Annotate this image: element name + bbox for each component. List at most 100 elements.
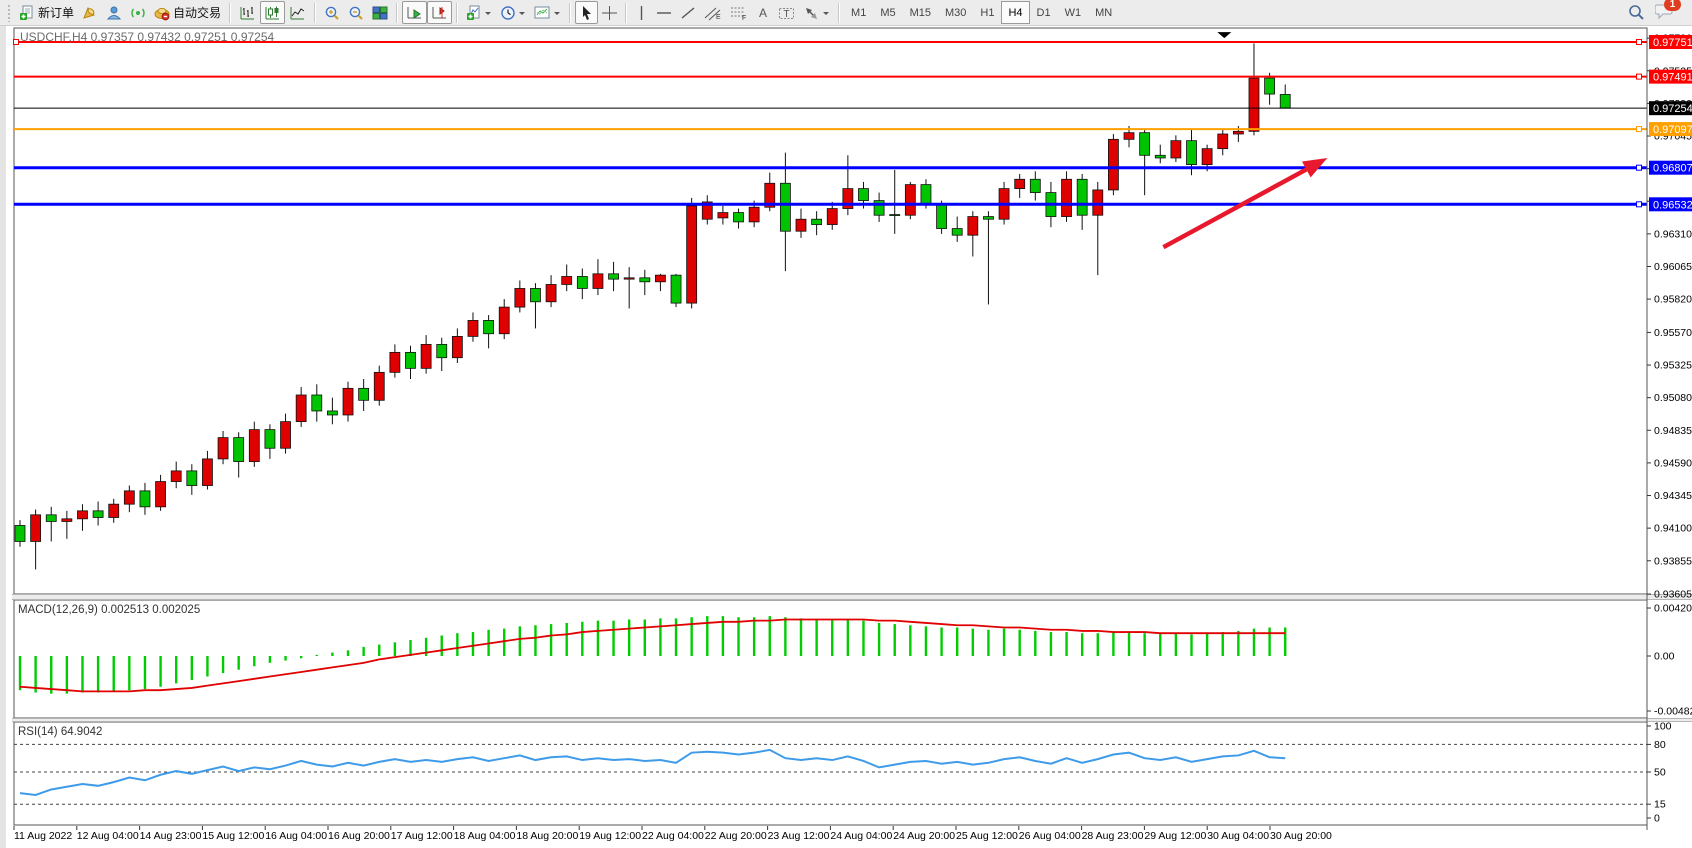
clock-icon (501, 5, 515, 20)
text-icon: A (759, 6, 767, 20)
new-order-button[interactable]: 新订单 (15, 1, 78, 24)
notification-badge: 1 (1664, 0, 1681, 11)
hline-0.96807[interactable] (14, 164, 1647, 171)
horizontal-line-button[interactable] (652, 1, 676, 24)
timeframe-w1[interactable]: W1 (1064, 6, 1082, 19)
toolbar-grip[interactable] (7, 3, 12, 22)
candle (467, 320, 479, 337)
hline-0.96532[interactable] (14, 201, 1647, 208)
pane-separator[interactable] (12, 594, 1692, 600)
hline-0.97751[interactable] (13, 38, 1648, 45)
bar-chart-button[interactable] (235, 1, 260, 24)
template-icon (534, 6, 550, 18)
fibonacci-button[interactable]: F (726, 1, 752, 24)
price-tick-label: 0.94835 (1654, 425, 1692, 437)
megaphone-button[interactable] (78, 1, 102, 24)
chart-shift-button[interactable] (427, 1, 453, 24)
candle (670, 274, 682, 304)
signal-button[interactable] (126, 1, 150, 24)
auto-scroll-button[interactable] (402, 1, 428, 24)
zoom-out-button[interactable] (344, 1, 368, 24)
chevron-down-icon (823, 11, 830, 15)
candle (1248, 77, 1260, 132)
trendline-button[interactable] (676, 1, 700, 24)
chart-canvas[interactable]: USDCHF,H4 0.97357 0.97432 0.97251 0.9725… (6, 26, 1692, 848)
time-label: 11 Aug 2022 (14, 830, 72, 842)
templates-button[interactable] (530, 1, 565, 24)
price-flag-box (1649, 101, 1692, 116)
candle (608, 273, 619, 280)
svg-text:E: E (716, 14, 721, 21)
timeframe-mn[interactable]: MN (1095, 6, 1113, 19)
triangle-marker[interactable] (1217, 32, 1232, 39)
candle (123, 490, 135, 505)
megaphone-icon (83, 6, 95, 19)
timeframe-m1[interactable]: M1 (851, 6, 867, 19)
hline-handle[interactable] (1636, 164, 1642, 171)
pane-separator-bar[interactable] (12, 718, 1692, 722)
fibonacci-icon: F (731, 7, 746, 21)
candle (264, 429, 276, 449)
tile-windows-button[interactable] (368, 1, 392, 24)
line-chart-button[interactable] (285, 1, 310, 24)
candle (951, 228, 963, 236)
text-button[interactable]: A (752, 1, 774, 24)
pane-separator-bar[interactable] (12, 594, 1692, 600)
crosshair-button[interactable] (598, 1, 621, 24)
chart-shift-icon (432, 6, 447, 18)
candlestick-chart-button[interactable] (260, 1, 286, 24)
hline-handle[interactable] (1636, 126, 1642, 133)
candle (108, 503, 120, 518)
candle (514, 288, 526, 308)
rsi-axis-label: 50 (1654, 767, 1666, 779)
macd-axis-min: -0.004823 (1654, 705, 1692, 717)
trend-arrow[interactable] (1162, 157, 1328, 250)
time-label: 16 Aug 20:00 (328, 830, 390, 842)
zoom-out-icon (349, 6, 363, 20)
toolbar-separator (838, 2, 841, 23)
rsi-axis-label: 0 (1654, 813, 1660, 825)
candle (1014, 178, 1026, 189)
channel-button[interactable]: E (700, 1, 726, 24)
autotrade-button[interactable]: 自动交易 (150, 1, 225, 24)
price-flag-text: 0.96532 (1653, 199, 1692, 211)
timeframe-h4[interactable]: H4 (1001, 1, 1030, 24)
macd-layer (18, 616, 1287, 694)
chat-button[interactable]: 1 (1654, 0, 1681, 24)
timeframe-m5[interactable]: M5 (880, 6, 896, 19)
periods-button[interactable] (496, 1, 530, 24)
candle (14, 525, 26, 542)
candle (420, 343, 432, 369)
candle (920, 184, 932, 205)
time-label: 17 Aug 12:00 (391, 830, 453, 842)
search-icon[interactable] (1628, 4, 1645, 21)
hline-handle[interactable] (1636, 201, 1642, 208)
hline-handle[interactable] (1636, 73, 1642, 80)
text-label-button[interactable]: T (774, 1, 799, 24)
timeframe-m30[interactable]: M30 (945, 6, 967, 19)
indicators-button[interactable] (462, 1, 496, 24)
zoom-in-button[interactable] (320, 1, 344, 24)
timeframe-m15[interactable]: M15 (909, 6, 931, 19)
cursor-button[interactable] (575, 1, 599, 24)
candle (655, 274, 666, 283)
toolbar: 新订单 自动交易 (0, 0, 1692, 26)
hline-handle[interactable] (13, 38, 19, 45)
chevron-down-icon (554, 11, 561, 15)
price-flag-0.97097: 0.97097 (1649, 122, 1692, 137)
candle (1264, 77, 1275, 95)
price-tick-label: 0.95570 (1654, 327, 1692, 339)
price-tick-label: 0.93855 (1654, 555, 1692, 567)
hline-handle[interactable] (1636, 38, 1642, 45)
community-button[interactable] (102, 1, 126, 24)
hline-0.97491[interactable] (14, 73, 1647, 80)
vertical-line-button[interactable] (631, 1, 652, 24)
timeframe-d1[interactable]: D1 (1036, 6, 1051, 19)
arrows-button[interactable] (799, 1, 834, 24)
candle (858, 188, 869, 201)
timeframe-h1[interactable]: H1 (980, 6, 995, 19)
pane-separator[interactable] (12, 718, 1692, 722)
candle (936, 204, 947, 229)
trend-arrow-shaft[interactable] (1162, 167, 1308, 250)
hline-0.97097[interactable] (14, 126, 1647, 133)
